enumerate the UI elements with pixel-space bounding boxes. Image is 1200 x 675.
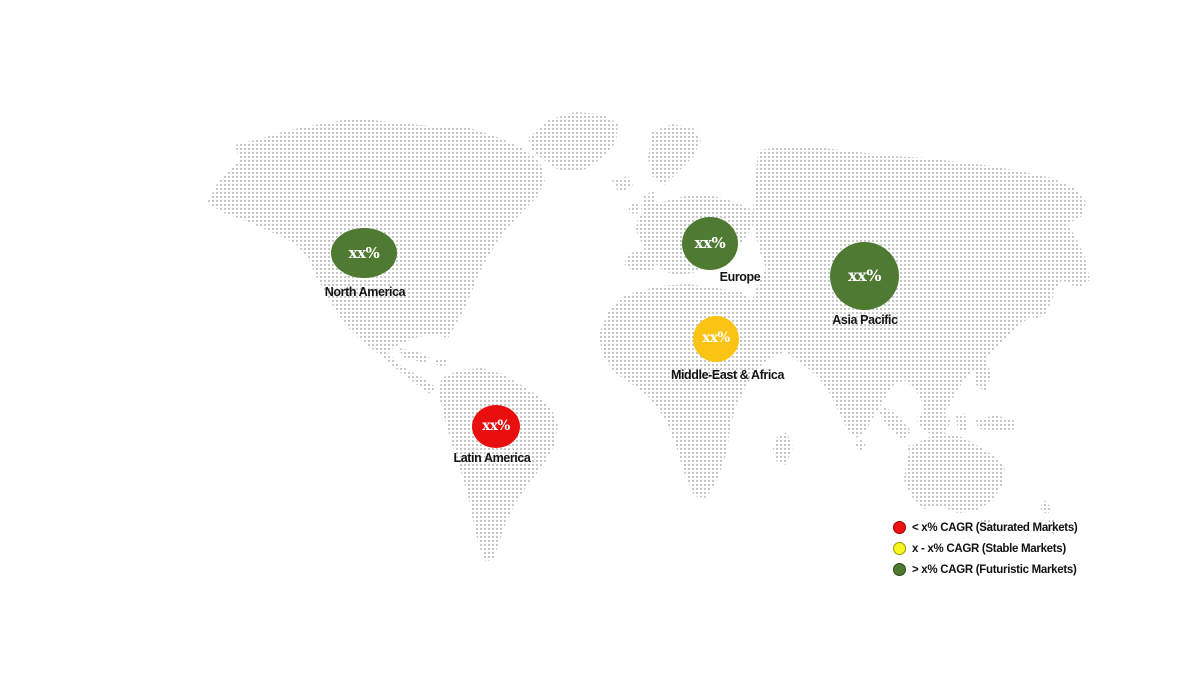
region-label-north-america: North America bbox=[324, 285, 406, 299]
bubble-value-asia-pacific: xx% bbox=[848, 266, 881, 285]
legend-label-saturated: < x% CAGR (Saturated Markets) bbox=[912, 521, 1078, 534]
legend-item-stable: x - x% CAGR (Stable Markets) bbox=[893, 542, 1077, 555]
region-label-europe: Europe bbox=[719, 270, 761, 284]
bubble-value-latin-america: xx% bbox=[482, 417, 510, 434]
legend-label-futuristic: > x% CAGR (Futuristic Markets) bbox=[912, 563, 1077, 576]
bubble-north-america[interactable]: xx% bbox=[331, 228, 397, 278]
bubble-europe[interactable]: xx% bbox=[682, 217, 738, 270]
region-label-asia-pacific: Asia Pacific bbox=[832, 313, 898, 327]
legend-label-stable: x - x% CAGR (Stable Markets) bbox=[912, 542, 1066, 555]
bubble-asia-pacific[interactable]: xx% bbox=[830, 242, 899, 310]
legend-dot-green bbox=[893, 563, 906, 576]
bubble-latin-america[interactable]: xx% bbox=[472, 405, 520, 448]
legend-item-saturated: < x% CAGR (Saturated Markets) bbox=[893, 521, 1078, 534]
legend-item-futuristic: > x% CAGR (Futuristic Markets) bbox=[893, 563, 1077, 576]
legend-dot-yellow bbox=[893, 542, 906, 555]
bubble-value-middle-east-africa: xx% bbox=[702, 330, 730, 347]
region-label-latin-america: Latin America bbox=[453, 451, 531, 465]
cagr-legend: < x% CAGR (Saturated Markets) x - x% CAG… bbox=[893, 521, 1078, 584]
bubble-middle-east-africa[interactable]: xx% bbox=[693, 316, 739, 362]
bubble-value-north-america: xx% bbox=[348, 243, 380, 262]
bubble-value-europe: xx% bbox=[694, 234, 726, 252]
region-label-middle-east-africa: Middle-East & Africa bbox=[670, 368, 785, 382]
legend-dot-red bbox=[893, 521, 906, 534]
